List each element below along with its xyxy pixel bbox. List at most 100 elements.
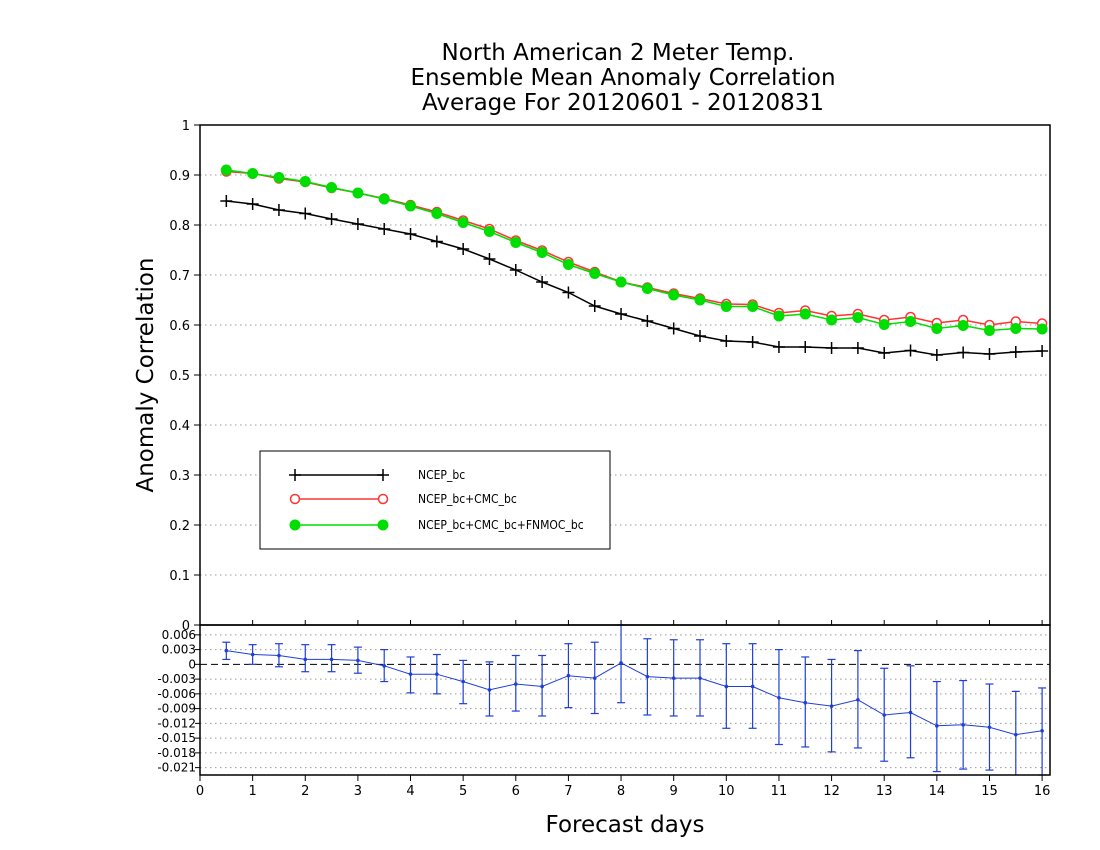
series-1 bbox=[221, 166, 1048, 331]
series-line bbox=[226, 200, 1043, 356]
data-point bbox=[299, 176, 311, 187]
y-tick-label: 0.9 bbox=[169, 169, 190, 184]
data-point bbox=[536, 247, 548, 258]
error-bar bbox=[801, 656, 810, 748]
difference-point bbox=[382, 664, 387, 668]
y-tick-label: 0.5 bbox=[169, 369, 190, 384]
difference-point bbox=[592, 676, 597, 680]
legend: NCEP_bc NCEP_bc+CMC_bc NCEP_bc+CMC_bc+FNMO… bbox=[259, 450, 611, 550]
diff-y-tick-label: 0 bbox=[188, 657, 196, 671]
data-point bbox=[351, 218, 364, 230]
difference-point bbox=[566, 673, 571, 678]
error-bar bbox=[511, 654, 520, 712]
diff-y-tick-label: -0.009 bbox=[157, 702, 196, 716]
diff-y-tick-label: -0.015 bbox=[157, 731, 196, 745]
x-axis-ticks: 0 1 2 3 4 5 6 7 8 9 10 11 12 13 14 15 16 bbox=[196, 620, 1050, 799]
x-tick-label: 7 bbox=[564, 784, 572, 799]
difference-point bbox=[1013, 732, 1018, 737]
chart-title: North American 2 Meter Temp. Ensemble Me… bbox=[410, 40, 835, 116]
x-tick-label: 2 bbox=[301, 784, 309, 799]
error-bar bbox=[853, 649, 862, 749]
title-line-3: Average For 20120601 - 20120831 bbox=[422, 90, 824, 116]
data-point bbox=[694, 294, 706, 306]
difference-point bbox=[487, 688, 492, 692]
data-point bbox=[615, 276, 627, 288]
x-tick-label: 8 bbox=[617, 784, 625, 799]
error-bar bbox=[222, 641, 231, 661]
legend-entry-1: NCEP_bc+CMC_bc bbox=[289, 492, 517, 506]
data-point bbox=[1036, 323, 1048, 335]
error-bar bbox=[985, 683, 994, 771]
series-2 bbox=[220, 164, 1048, 336]
diff-y-tick-label: -0.018 bbox=[157, 746, 196, 760]
x-tick-label: 6 bbox=[512, 784, 520, 799]
x-tick-label: 3 bbox=[354, 784, 362, 799]
data-point bbox=[220, 164, 232, 176]
legend-box bbox=[259, 450, 611, 550]
diff-y-tick-label: -0.021 bbox=[157, 761, 196, 775]
difference-point bbox=[329, 657, 334, 662]
data-point bbox=[377, 493, 389, 505]
data-point bbox=[983, 348, 996, 360]
data-point bbox=[931, 323, 943, 334]
error-bar bbox=[959, 679, 968, 770]
x-tick-label: 4 bbox=[406, 784, 414, 799]
data-point bbox=[747, 301, 759, 312]
difference-point bbox=[619, 661, 623, 665]
data-point bbox=[905, 316, 917, 327]
difference-point bbox=[435, 672, 439, 676]
legend-label: NCEP_bc+CMC_bc+FNMOC_bc bbox=[418, 518, 584, 532]
x-tick-label: 0 bbox=[196, 784, 204, 799]
data-point bbox=[378, 223, 391, 235]
y-tick-label: 0.6 bbox=[169, 319, 190, 334]
difference-point bbox=[540, 684, 544, 689]
difference-point bbox=[224, 648, 229, 653]
diff-plot-gridlines bbox=[200, 634, 1050, 769]
difference-point bbox=[856, 697, 860, 702]
y-tick-label: 0.8 bbox=[169, 219, 190, 234]
data-point bbox=[430, 235, 443, 248]
data-point bbox=[878, 319, 890, 330]
x-tick-label: 13 bbox=[876, 784, 893, 799]
legend-label: NCEP_bc bbox=[418, 468, 465, 482]
y-tick-label: 0.4 bbox=[169, 419, 190, 434]
data-point bbox=[851, 342, 864, 354]
x-tick-label: 1 bbox=[248, 784, 256, 799]
y-tick-label: 0.1 bbox=[169, 569, 190, 584]
difference-point bbox=[513, 682, 518, 686]
y-tick-label: 0.3 bbox=[169, 469, 190, 484]
error-bar bbox=[538, 654, 547, 717]
data-point bbox=[1036, 345, 1049, 357]
diff-y-tick-label: -0.003 bbox=[157, 672, 196, 686]
y-tick-label: 0.7 bbox=[169, 269, 190, 284]
difference-point bbox=[645, 674, 650, 679]
data-point bbox=[483, 226, 495, 237]
data-point bbox=[326, 182, 338, 193]
data-point bbox=[746, 336, 759, 348]
error-bar bbox=[880, 667, 889, 762]
data-point bbox=[405, 200, 417, 212]
difference-point bbox=[250, 652, 255, 657]
data-point bbox=[377, 469, 389, 481]
data-point bbox=[220, 195, 233, 207]
data-point bbox=[772, 341, 785, 353]
error-bar bbox=[932, 680, 941, 773]
difference-point bbox=[935, 724, 939, 728]
data-point bbox=[799, 308, 811, 320]
data-point bbox=[641, 315, 654, 327]
difference-plot-area bbox=[222, 624, 1047, 776]
data-point bbox=[483, 253, 496, 265]
data-point bbox=[404, 228, 417, 240]
difference-point bbox=[698, 676, 702, 680]
data-point bbox=[247, 168, 259, 179]
data-point bbox=[377, 519, 389, 531]
data-point bbox=[289, 519, 301, 531]
y-axis-ticks: 0 0.1 0.2 0.3 0.4 0.5 0.6 0.7 0.8 0.9 1 bbox=[169, 119, 200, 634]
error-bar bbox=[485, 661, 494, 717]
data-point bbox=[457, 217, 469, 228]
diff-y-tick-label: -0.006 bbox=[157, 687, 196, 701]
data-point bbox=[562, 259, 574, 270]
data-point bbox=[589, 268, 601, 279]
x-tick-label: 12 bbox=[823, 784, 840, 799]
